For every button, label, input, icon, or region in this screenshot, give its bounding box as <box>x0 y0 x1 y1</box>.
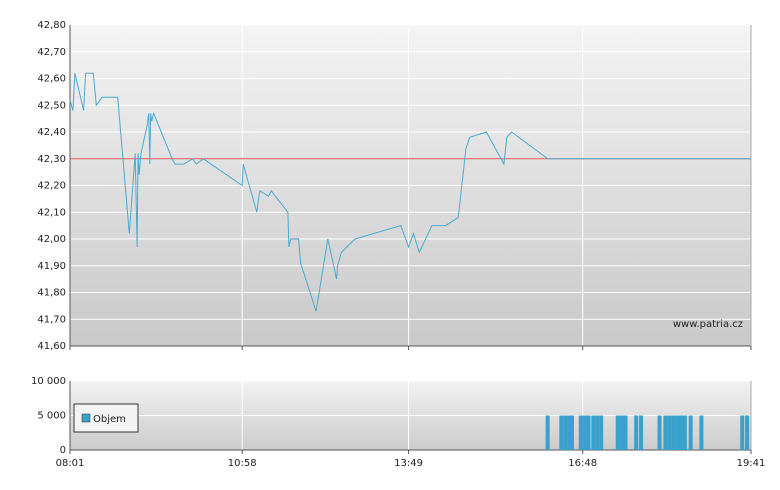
volume-bar <box>740 415 745 450</box>
y-tick-label: 42,80 <box>37 20 66 31</box>
y-tick-label: 42,30 <box>37 154 66 165</box>
volume-bar <box>639 415 644 450</box>
volume-bar <box>569 415 574 450</box>
y-tick-label: 42,70 <box>37 47 66 58</box>
volume-bar <box>675 415 680 450</box>
y-tick-label: 41,80 <box>37 288 66 299</box>
volume-bar <box>678 415 683 450</box>
y-tick-label: 41,70 <box>37 314 66 325</box>
volume-bar <box>595 415 600 450</box>
volume-bar <box>582 415 587 450</box>
x-tick-label: 16:48 <box>568 458 597 469</box>
volume-bar <box>745 415 750 450</box>
volume-bar <box>634 415 639 450</box>
y-tick-label: 0 <box>60 445 66 456</box>
y-tick-label: 42,10 <box>37 207 66 218</box>
volume-bar <box>578 415 583 450</box>
volume-bar <box>671 415 676 450</box>
volume-bar <box>623 415 628 450</box>
volume-bar <box>545 415 550 450</box>
volume-bar <box>567 415 572 450</box>
volume-bar <box>699 415 704 450</box>
volume-bar <box>663 415 668 450</box>
y-tick-label: 42,50 <box>37 100 66 111</box>
y-tick-label: 41,90 <box>37 261 66 272</box>
volume-bar <box>599 415 604 450</box>
y-tick-label: 42,60 <box>37 74 66 85</box>
volume-bar <box>591 415 596 450</box>
y-tick-label: 42,00 <box>37 234 66 245</box>
x-tick-label: 13:49 <box>394 458 423 469</box>
y-tick-label: 42,20 <box>37 181 66 192</box>
volume-bar <box>657 415 662 450</box>
y-tick-label: 5 000 <box>37 411 66 422</box>
volume-bar <box>586 415 591 450</box>
x-tick-label: 08:01 <box>56 458 85 469</box>
price-line <box>69 72 751 312</box>
y-tick-label: 10 000 <box>31 376 66 387</box>
x-tick-label: 10:58 <box>228 458 257 469</box>
volume-bar <box>563 415 568 450</box>
volume-bar <box>559 415 564 450</box>
volume-bar <box>682 415 687 450</box>
volume-bar <box>688 415 693 450</box>
y-tick-label: 41,60 <box>37 341 66 352</box>
volume-bar <box>615 415 620 450</box>
legend-swatch <box>81 413 91 423</box>
legend-label: Objem <box>93 414 126 425</box>
annotation: www.patria.cz <box>673 319 743 330</box>
x-tick-label: 19:41 <box>737 458 766 469</box>
y-tick-label: 42,40 <box>37 127 66 138</box>
volume-bar <box>667 415 672 450</box>
volume-bar <box>619 415 624 450</box>
